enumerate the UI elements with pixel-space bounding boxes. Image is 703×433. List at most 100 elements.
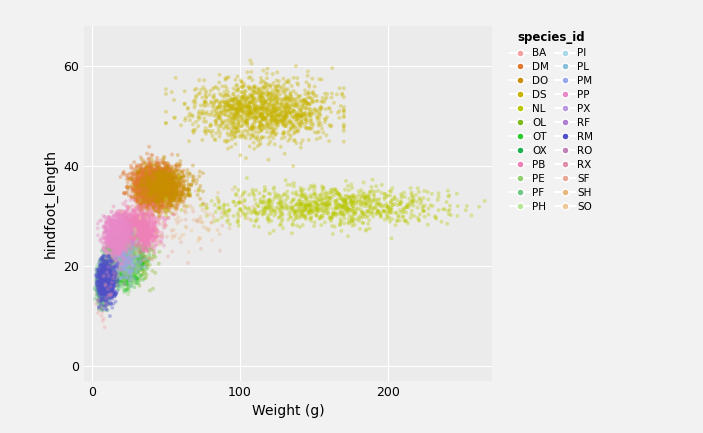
PB	[132, 237, 143, 244]
OT	[119, 239, 130, 246]
PB	[129, 221, 141, 228]
PP	[113, 234, 124, 241]
RM	[99, 288, 110, 295]
DS	[295, 99, 306, 106]
RM	[105, 268, 116, 275]
OL	[139, 254, 150, 261]
DO	[160, 178, 172, 185]
DM	[146, 176, 157, 183]
OT	[127, 257, 138, 264]
DM	[161, 185, 172, 192]
NL	[356, 194, 367, 201]
OT	[130, 275, 141, 282]
PP	[106, 243, 117, 250]
PP	[110, 236, 122, 243]
NL	[228, 198, 239, 205]
PE	[103, 258, 115, 265]
DS	[232, 110, 243, 117]
DM	[138, 177, 149, 184]
OL	[101, 244, 112, 251]
PB	[116, 215, 127, 222]
DM	[145, 176, 156, 183]
PF	[95, 258, 106, 265]
DM	[164, 183, 175, 190]
PP	[110, 230, 122, 237]
NL	[379, 191, 390, 197]
DS	[218, 107, 229, 113]
DM	[133, 200, 144, 207]
DS	[211, 130, 222, 137]
DM	[150, 172, 161, 179]
PP	[114, 217, 125, 224]
DM	[153, 184, 164, 191]
RM	[103, 279, 114, 286]
DM	[161, 188, 172, 195]
DS	[239, 90, 250, 97]
PP	[105, 232, 117, 239]
DM	[149, 204, 160, 211]
OT	[108, 270, 120, 277]
PB	[143, 234, 155, 241]
NL	[313, 196, 324, 203]
DM	[140, 181, 151, 187]
DO	[150, 185, 161, 192]
PP	[111, 222, 122, 229]
DM	[156, 184, 167, 191]
OT	[137, 262, 148, 268]
RF	[100, 267, 111, 274]
PP	[115, 228, 126, 235]
RM	[104, 289, 115, 296]
DS	[218, 92, 229, 99]
PF	[98, 294, 110, 301]
NL	[271, 194, 282, 200]
OT	[115, 271, 126, 278]
DO	[155, 194, 166, 201]
DO	[160, 200, 172, 207]
DM	[151, 194, 162, 201]
DO	[162, 186, 174, 193]
NL	[418, 203, 429, 210]
DM	[150, 166, 162, 173]
NL	[305, 202, 316, 209]
NL	[239, 203, 250, 210]
OL	[123, 270, 134, 277]
PP	[120, 219, 131, 226]
DM	[154, 188, 165, 195]
RM	[93, 279, 104, 286]
PP	[101, 227, 112, 234]
DM	[151, 168, 162, 175]
OT	[119, 275, 130, 282]
NL	[326, 214, 337, 221]
DM	[155, 180, 167, 187]
OT	[124, 264, 136, 271]
DM	[155, 174, 166, 181]
PE	[125, 282, 136, 289]
RM	[103, 270, 114, 277]
DM	[148, 195, 160, 202]
OT	[125, 265, 136, 272]
OT	[124, 263, 135, 270]
NL	[330, 210, 341, 216]
PF	[95, 282, 106, 289]
PB	[125, 232, 136, 239]
DS	[269, 126, 280, 133]
PM	[125, 273, 136, 280]
OT	[117, 247, 128, 254]
RM	[102, 270, 113, 277]
PB	[136, 216, 147, 223]
PB	[107, 229, 118, 236]
RM	[99, 290, 110, 297]
DM	[146, 185, 157, 192]
DS	[226, 102, 238, 109]
RM	[102, 281, 113, 288]
DM	[148, 191, 160, 198]
DO	[168, 196, 179, 203]
NL	[239, 197, 250, 204]
DM	[145, 166, 156, 173]
RM	[102, 270, 113, 277]
PB	[133, 236, 144, 242]
PP	[115, 223, 127, 230]
NL	[318, 210, 330, 216]
DO	[144, 178, 155, 185]
OT	[128, 250, 139, 257]
